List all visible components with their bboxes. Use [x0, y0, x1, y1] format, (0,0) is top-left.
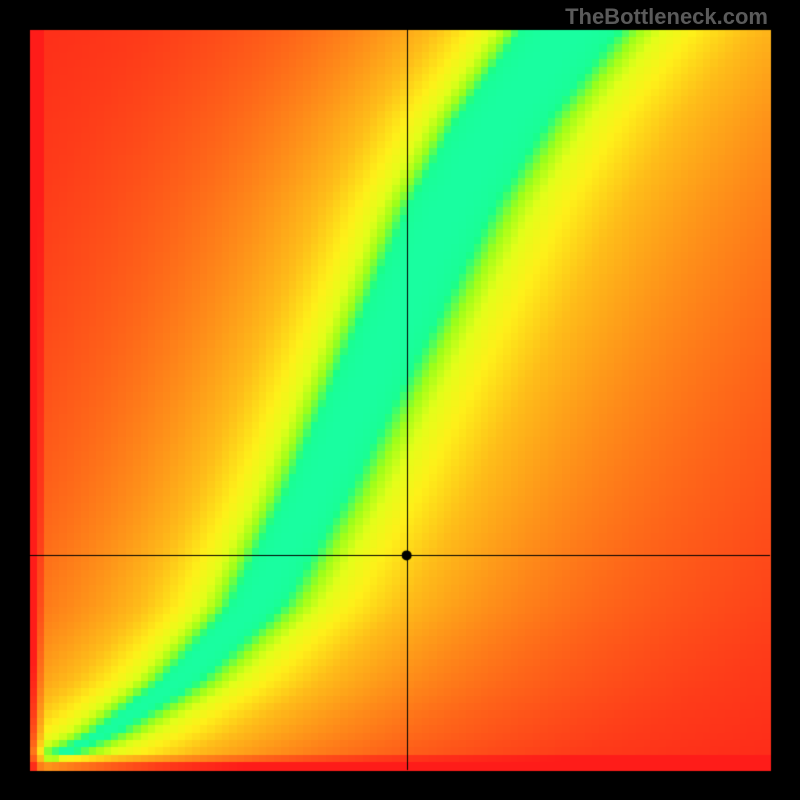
chart-container: TheBottleneck.com	[0, 0, 800, 800]
heatmap-canvas	[0, 0, 800, 800]
